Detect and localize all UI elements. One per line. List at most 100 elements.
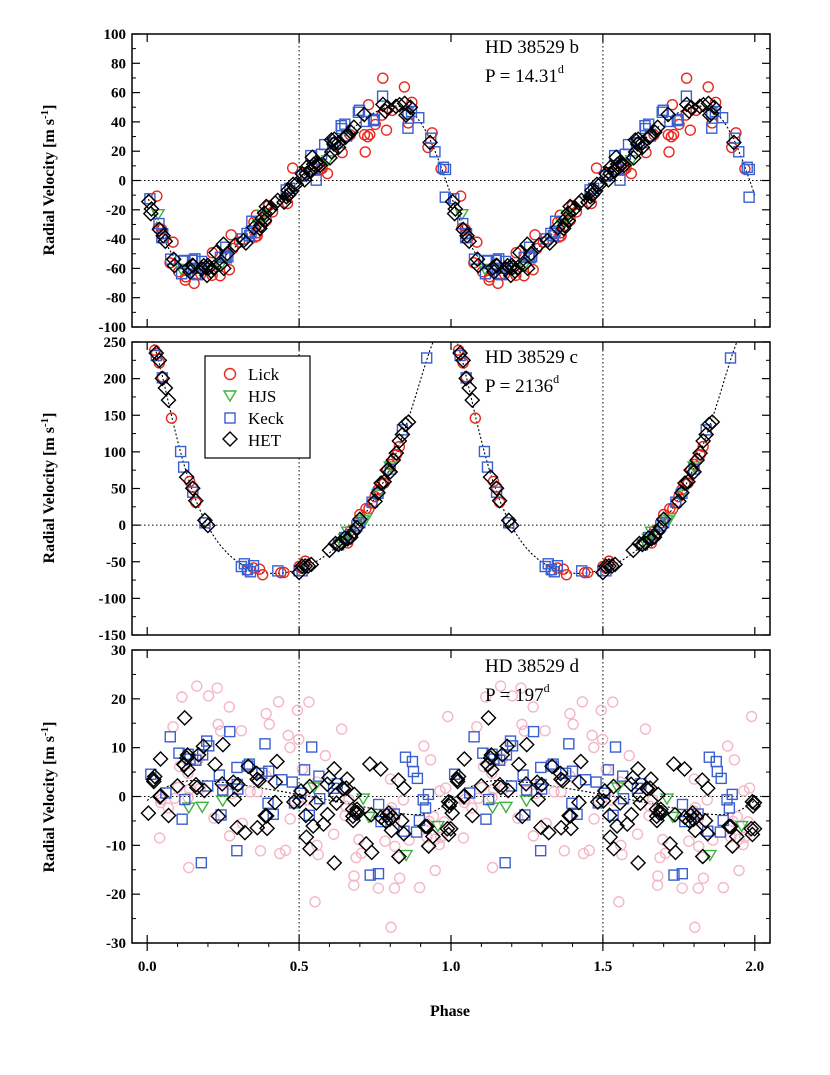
point-lick (254, 845, 267, 857)
point-lick (676, 882, 688, 894)
point-keck (376, 90, 389, 102)
point-het (695, 432, 712, 449)
point-het (519, 260, 536, 277)
panel-c-y-ticks: -150 -100 -50 0 50 100 150 200 250 (99, 335, 770, 644)
point-keck (196, 749, 209, 761)
point-keck (743, 191, 755, 203)
point-het (627, 144, 644, 160)
point-het (601, 807, 618, 824)
point-het (376, 473, 393, 490)
point-het (611, 154, 628, 171)
point-het (388, 98, 405, 115)
point-keck (617, 793, 630, 805)
point-het (570, 794, 587, 811)
panel-b-period: P = 14.31d (485, 62, 564, 87)
point-keck (566, 797, 578, 809)
point-lick (558, 845, 571, 857)
point-keck (602, 764, 615, 776)
point-het (648, 808, 665, 825)
point-lick (577, 847, 590, 860)
point-het (646, 124, 663, 141)
y-tick-label: -10 (106, 838, 126, 854)
point-het (315, 816, 332, 833)
point-het (336, 530, 353, 547)
point-het (176, 709, 193, 726)
point-het (446, 205, 463, 222)
y-tick-label: 10 (111, 741, 126, 757)
point-lick (480, 691, 492, 703)
point-lick (434, 785, 446, 797)
point-het (245, 219, 262, 236)
point-het (531, 236, 548, 253)
point-keck (352, 106, 365, 118)
point-het (424, 828, 441, 845)
point-keck (656, 106, 668, 118)
point-het (488, 480, 505, 497)
point-keck (563, 738, 575, 750)
point-keck (244, 566, 257, 578)
point-lick (256, 568, 269, 581)
point-keck (419, 802, 432, 814)
point-het (381, 811, 398, 828)
point-keck (195, 857, 208, 869)
point-lick (361, 131, 374, 143)
point-lick (413, 881, 426, 894)
point-keck (335, 119, 347, 132)
point-keck (481, 461, 494, 473)
point-lick (442, 710, 454, 723)
legend-label-keck: Keck (248, 409, 284, 428)
point-keck (499, 857, 511, 869)
point-het (464, 392, 481, 409)
point-lick (359, 146, 371, 158)
point-keck (715, 772, 727, 785)
point-keck (527, 725, 540, 738)
point-het (554, 772, 571, 789)
point-keck (579, 774, 592, 786)
point-keck (548, 566, 560, 578)
point-het (370, 484, 387, 501)
point-lick (343, 793, 355, 806)
panel-d-data-points (140, 680, 763, 933)
point-lick (692, 882, 704, 894)
point-keck (263, 765, 275, 777)
y-tick-label: 0 (119, 174, 127, 190)
point-het (681, 813, 698, 830)
point-het (503, 517, 520, 534)
point-keck (545, 563, 557, 576)
point-lick (379, 835, 391, 847)
point-het (643, 530, 660, 547)
point-lick (515, 682, 527, 694)
point-het (373, 475, 390, 492)
point-het (728, 828, 745, 845)
point-lick (435, 831, 447, 844)
point-het (288, 176, 305, 193)
point-hjs (702, 849, 718, 862)
point-keck (711, 765, 723, 778)
point-keck (177, 461, 190, 473)
point-keck (716, 112, 729, 124)
point-het (225, 774, 242, 791)
point-het (572, 753, 589, 770)
point-lick (667, 128, 680, 141)
point-lick (457, 832, 470, 844)
point-het (555, 220, 572, 237)
point-het (343, 124, 360, 141)
y-tick-label: 60 (111, 86, 126, 102)
point-lick (309, 896, 321, 908)
point-lick (639, 723, 652, 735)
point-keck (741, 161, 753, 173)
point-keck (542, 558, 554, 570)
point-keck (238, 558, 251, 570)
point-keck (156, 232, 168, 244)
point-het (464, 807, 481, 824)
point-het (323, 144, 340, 160)
point-keck (460, 372, 472, 384)
point-het (422, 134, 439, 151)
point-het (510, 259, 527, 276)
point-hjs (194, 801, 210, 814)
y-tick-label: -150 (99, 628, 127, 644)
point-het (491, 776, 508, 793)
x-tick-label: 1.0 (442, 959, 461, 975)
point-het (298, 829, 315, 846)
point-lick (689, 921, 701, 933)
